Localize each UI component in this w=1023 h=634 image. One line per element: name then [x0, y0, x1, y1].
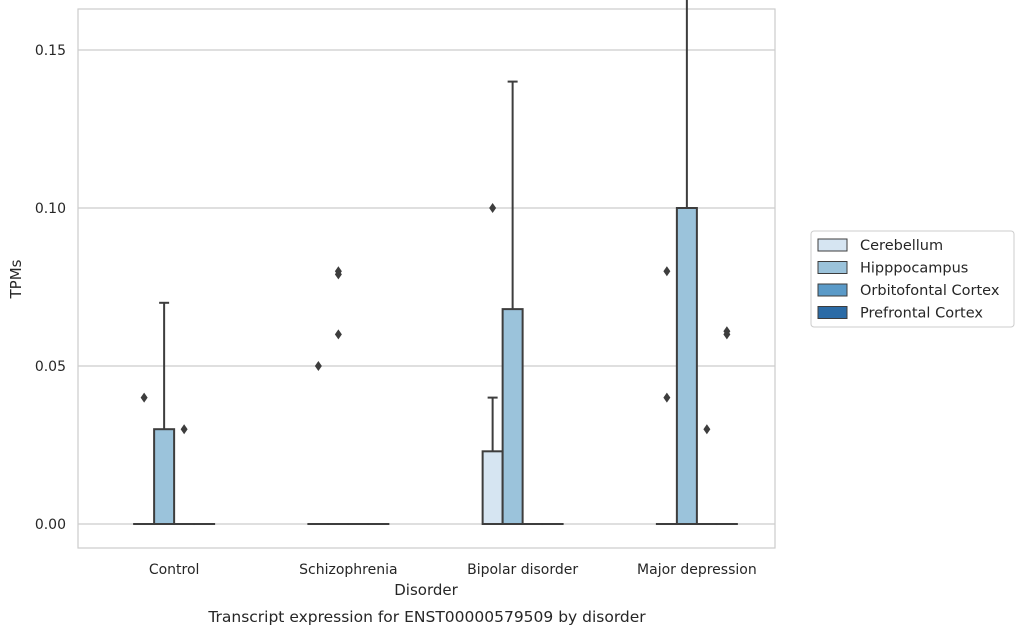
box-body	[675, 207, 698, 525]
box-prefrontal-cortex	[715, 326, 738, 526]
outlier-point	[663, 392, 671, 403]
outlier-point	[334, 329, 342, 340]
outlier-point	[723, 326, 731, 337]
outlier-point	[140, 392, 148, 403]
legend-swatch	[817, 283, 848, 297]
box-cerebellum	[655, 266, 678, 526]
y-tick-label: 0.10	[35, 201, 66, 217]
x-tick-label: Control	[149, 562, 200, 578]
legend-frame	[810, 230, 1015, 328]
chart-caption: Transcript expression for ENST0000057950…	[207, 608, 646, 626]
box-cerebellum	[307, 361, 330, 526]
y-tick-label: 0.05	[35, 359, 66, 375]
outlier-point	[334, 269, 342, 280]
y-axis-label: TPMs	[7, 259, 25, 299]
y-tick-label: 0.00	[35, 517, 66, 533]
x-tick-label: Schizophrenia	[299, 562, 397, 578]
x-tick-label: Bipolar disorder	[467, 562, 578, 578]
legend-label: Orbitofontal Cortex	[860, 283, 1000, 299]
legend-swatch	[817, 306, 848, 319]
outlier-point	[314, 361, 322, 371]
plot-area-frame	[77, 8, 776, 549]
outlier-point	[703, 424, 711, 435]
legend-label: Hipppocampus	[860, 261, 968, 277]
y-tick-labels: 0.000.050.100.150.200.250.30	[35, 43, 66, 533]
box-body	[481, 450, 504, 526]
legend-swatch	[817, 238, 848, 252]
box-hipppocampus	[153, 301, 176, 526]
x-tick-labels: Control Schizophrenia Bipolar disorder Majo…	[149, 562, 757, 578]
legend: Cerebellum Hipppocampus Orbitofontal Corte…	[810, 230, 1015, 328]
legend-label: Prefrontal Cortex	[860, 306, 983, 322]
box-plot-series	[133, 0, 738, 526]
box-body	[501, 308, 524, 525]
legend-swatch	[817, 261, 848, 274]
box-hipppocampus	[675, 0, 698, 525]
y-tick-label: 0.15	[35, 43, 66, 59]
outlier-point	[180, 424, 188, 435]
legend-label: Cerebellum	[860, 238, 943, 254]
x-axis-label: Disorder	[394, 581, 458, 599]
box-orbitofontal-cortex	[173, 424, 196, 526]
outlier-point	[663, 266, 671, 277]
box-body	[153, 428, 176, 526]
x-tick-label: Major depression	[637, 562, 757, 578]
outlier-point	[489, 203, 497, 213]
box-hipppocampus	[501, 80, 524, 525]
